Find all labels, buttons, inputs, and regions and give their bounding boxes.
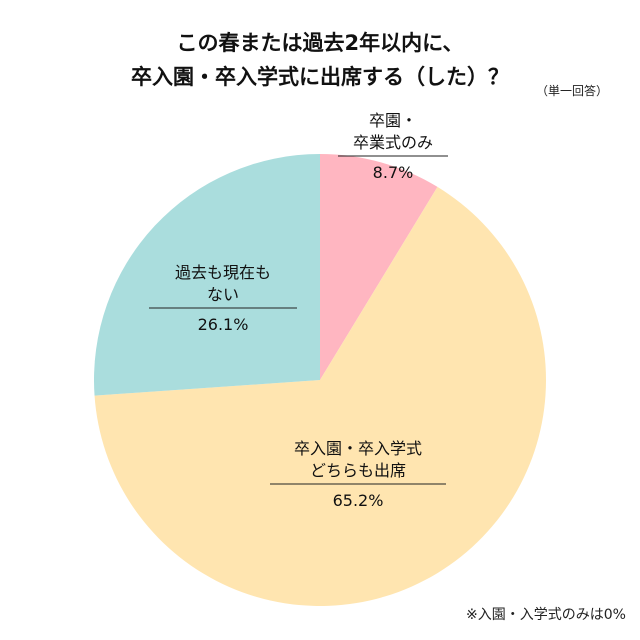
slice-label-3-line-1: 過去も現在も bbox=[175, 263, 271, 282]
slice-label-1-line-1: 卒園・ bbox=[369, 111, 417, 130]
slice-label-3-line-2: ない bbox=[207, 285, 239, 304]
chart-title-line2: 卒入園・卒入学式に出席する（した）？ bbox=[131, 65, 509, 89]
chart-title-line1: この春または過去2年以内に、 bbox=[176, 31, 464, 55]
pie-slice-2 bbox=[94, 186, 546, 607]
slice-label-2-line-1: 卒入園・卒入学式 bbox=[294, 439, 422, 458]
slice-value-label-2: 65.2% bbox=[333, 491, 384, 510]
pie-slice-3 bbox=[94, 154, 320, 396]
slice-label-2-line-2: どちらも出席 bbox=[310, 461, 406, 480]
slice-value-label-3: 26.1% bbox=[198, 315, 249, 334]
pie-slice-1 bbox=[320, 154, 438, 380]
slice-value-label-1: 8.7% bbox=[373, 163, 414, 182]
answer-type-note: （単一回答） bbox=[536, 84, 609, 98]
footnote: ※入園・入学式のみは0% bbox=[466, 607, 626, 623]
slice-label-1-line-2: 卒業式のみ bbox=[353, 133, 433, 152]
chart-title: この春または過去2年以内に、 卒入園・卒入学式に出席する（した）？ bbox=[0, 26, 640, 94]
